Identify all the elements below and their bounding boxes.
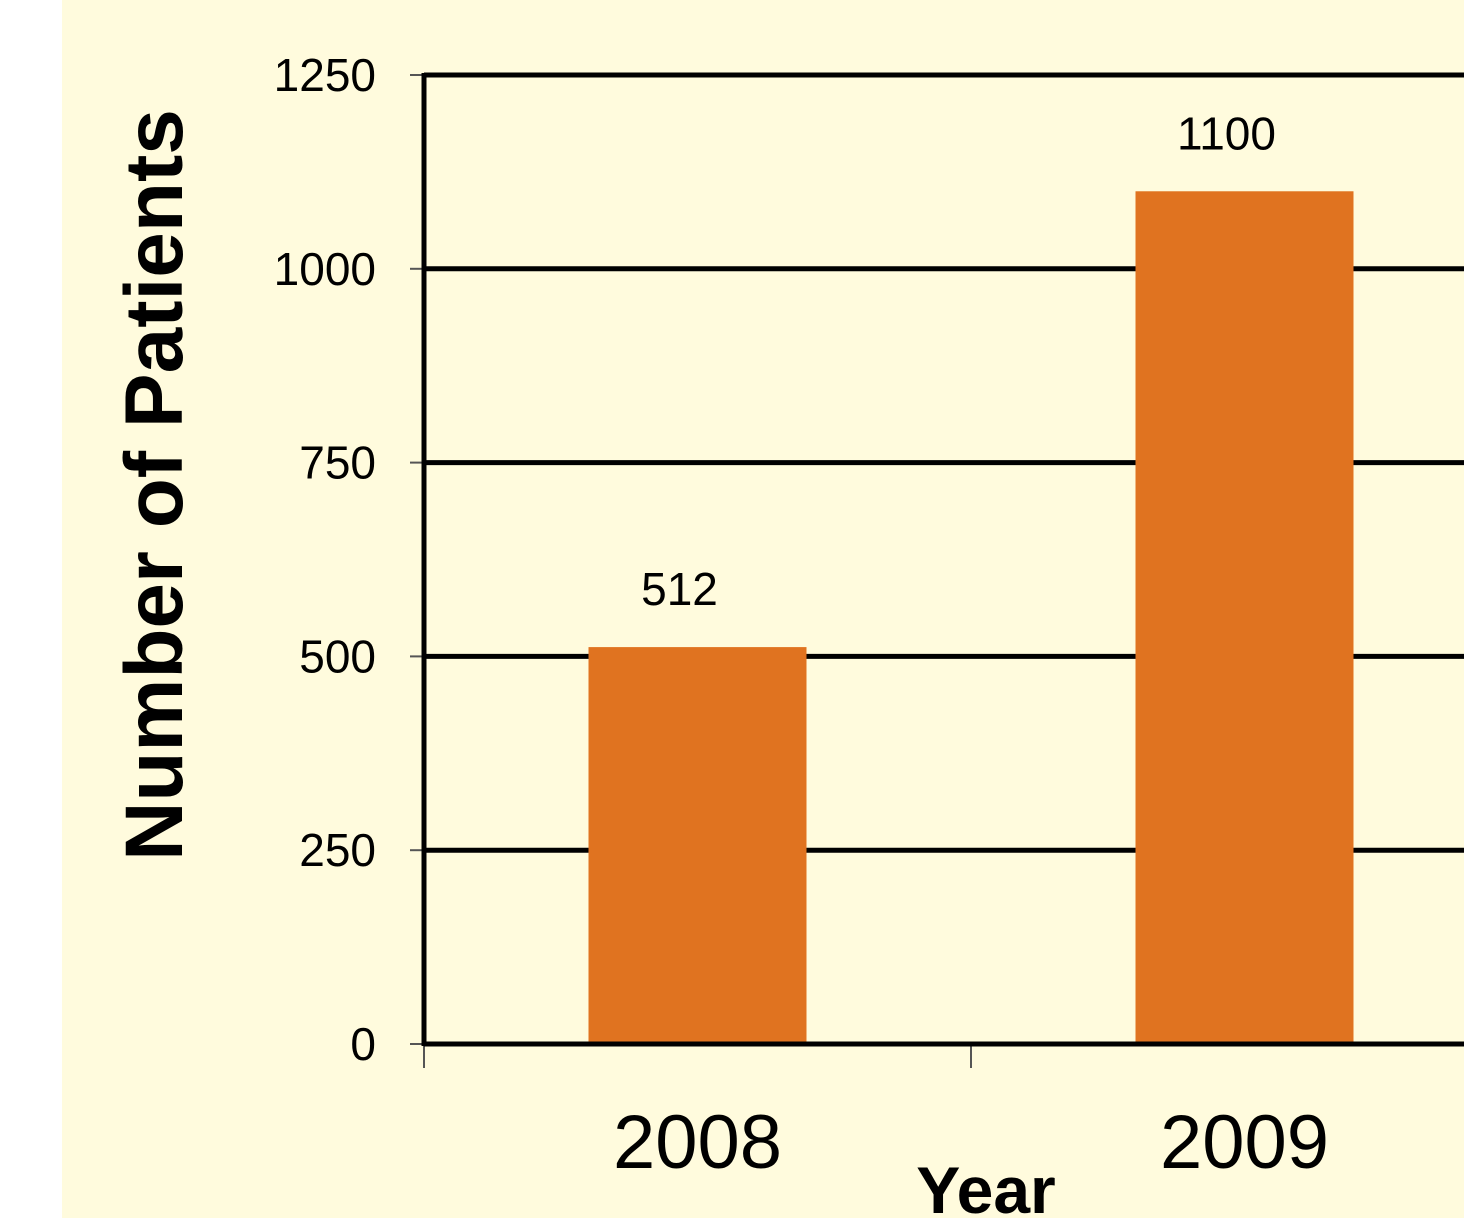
y-tick-label: 250: [299, 824, 376, 876]
y-axis-label: Number of Patients: [109, 109, 200, 861]
y-tick-labels: 0 250 500 750 1000 1250: [274, 49, 376, 1070]
y-tick-label: 0: [350, 1018, 376, 1070]
bar: [588, 647, 807, 1044]
y-tick-label: 750: [299, 437, 376, 489]
x-tick-label: 2008: [613, 1100, 782, 1185]
data-label: 512: [641, 563, 718, 615]
y-tick-label: 500: [299, 630, 376, 682]
data-labels: 512 1100: [641, 107, 1276, 615]
bars: [588, 191, 1354, 1044]
y-tick-label: 1250: [274, 49, 376, 101]
x-tick-label: 2009: [1160, 1100, 1329, 1185]
bar: [1135, 191, 1354, 1044]
axes: [410, 72, 1464, 1068]
x-tick-labels: 2008 2009: [613, 1100, 1329, 1185]
y-tick-label: 1000: [274, 243, 376, 295]
x-axis-label: Year: [916, 1153, 1055, 1218]
data-label: 1100: [1177, 107, 1276, 159]
